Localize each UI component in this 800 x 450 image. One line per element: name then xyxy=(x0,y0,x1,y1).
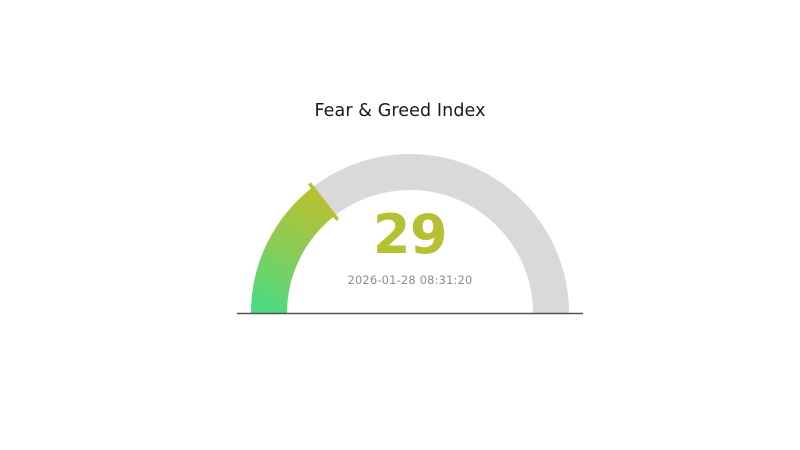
gauge-threshold-tick xyxy=(308,182,340,221)
gauge-value-arc xyxy=(251,187,336,314)
page-title: Fear & Greed Index xyxy=(314,101,486,121)
